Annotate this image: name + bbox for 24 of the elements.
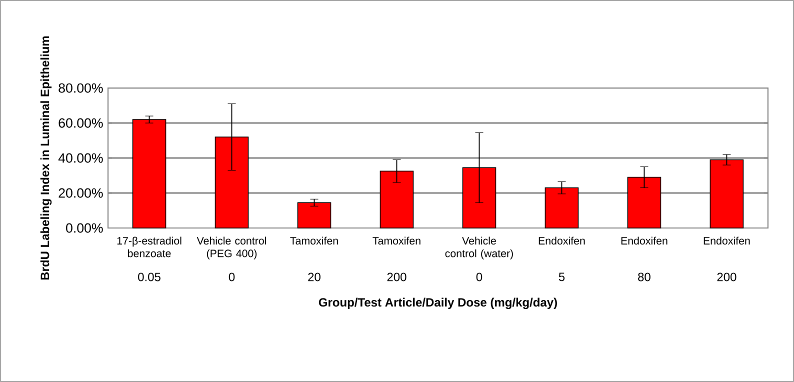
text: 20 — [308, 272, 320, 282]
x-tick-label: 17-β-estradiol benzoate — [117, 236, 182, 258]
text: 0.05 — [138, 272, 160, 282]
x-tick-label: Endoxifen — [621, 236, 668, 245]
x-axis-title: Group/Test Article/Daily Dose (mg/kg/day) — [318, 298, 557, 310]
x-tick-label: Vehicle control (PEG 400) — [196, 236, 266, 260]
y-tick-label: 40.00% — [58, 153, 103, 163]
y-axis-title: BrdU Labeling Index in Luminal Epithelium — [40, 36, 52, 280]
text: 0 — [228, 272, 235, 282]
x-tick-label: Tamoxifen — [372, 236, 420, 245]
text: 200 — [387, 272, 406, 282]
text: 80 — [638, 272, 650, 282]
x-tick-label: Vehicle control (water) — [445, 236, 513, 260]
y-tick-label: 80.00% — [58, 83, 103, 93]
bar — [297, 202, 332, 228]
x-tick-label: Endoxifen — [704, 236, 750, 245]
text: 200 — [717, 272, 736, 282]
x-tick-label: Tamoxifen — [290, 236, 338, 245]
text: 5 — [558, 272, 565, 282]
y-tick-label: 60.00% — [58, 118, 103, 128]
x-tick-label: Endoxifen — [538, 236, 585, 245]
text: 0 — [476, 272, 482, 282]
y-tick-label: 0.00% — [66, 223, 103, 233]
y-tick-label: 20.00% — [58, 188, 103, 198]
